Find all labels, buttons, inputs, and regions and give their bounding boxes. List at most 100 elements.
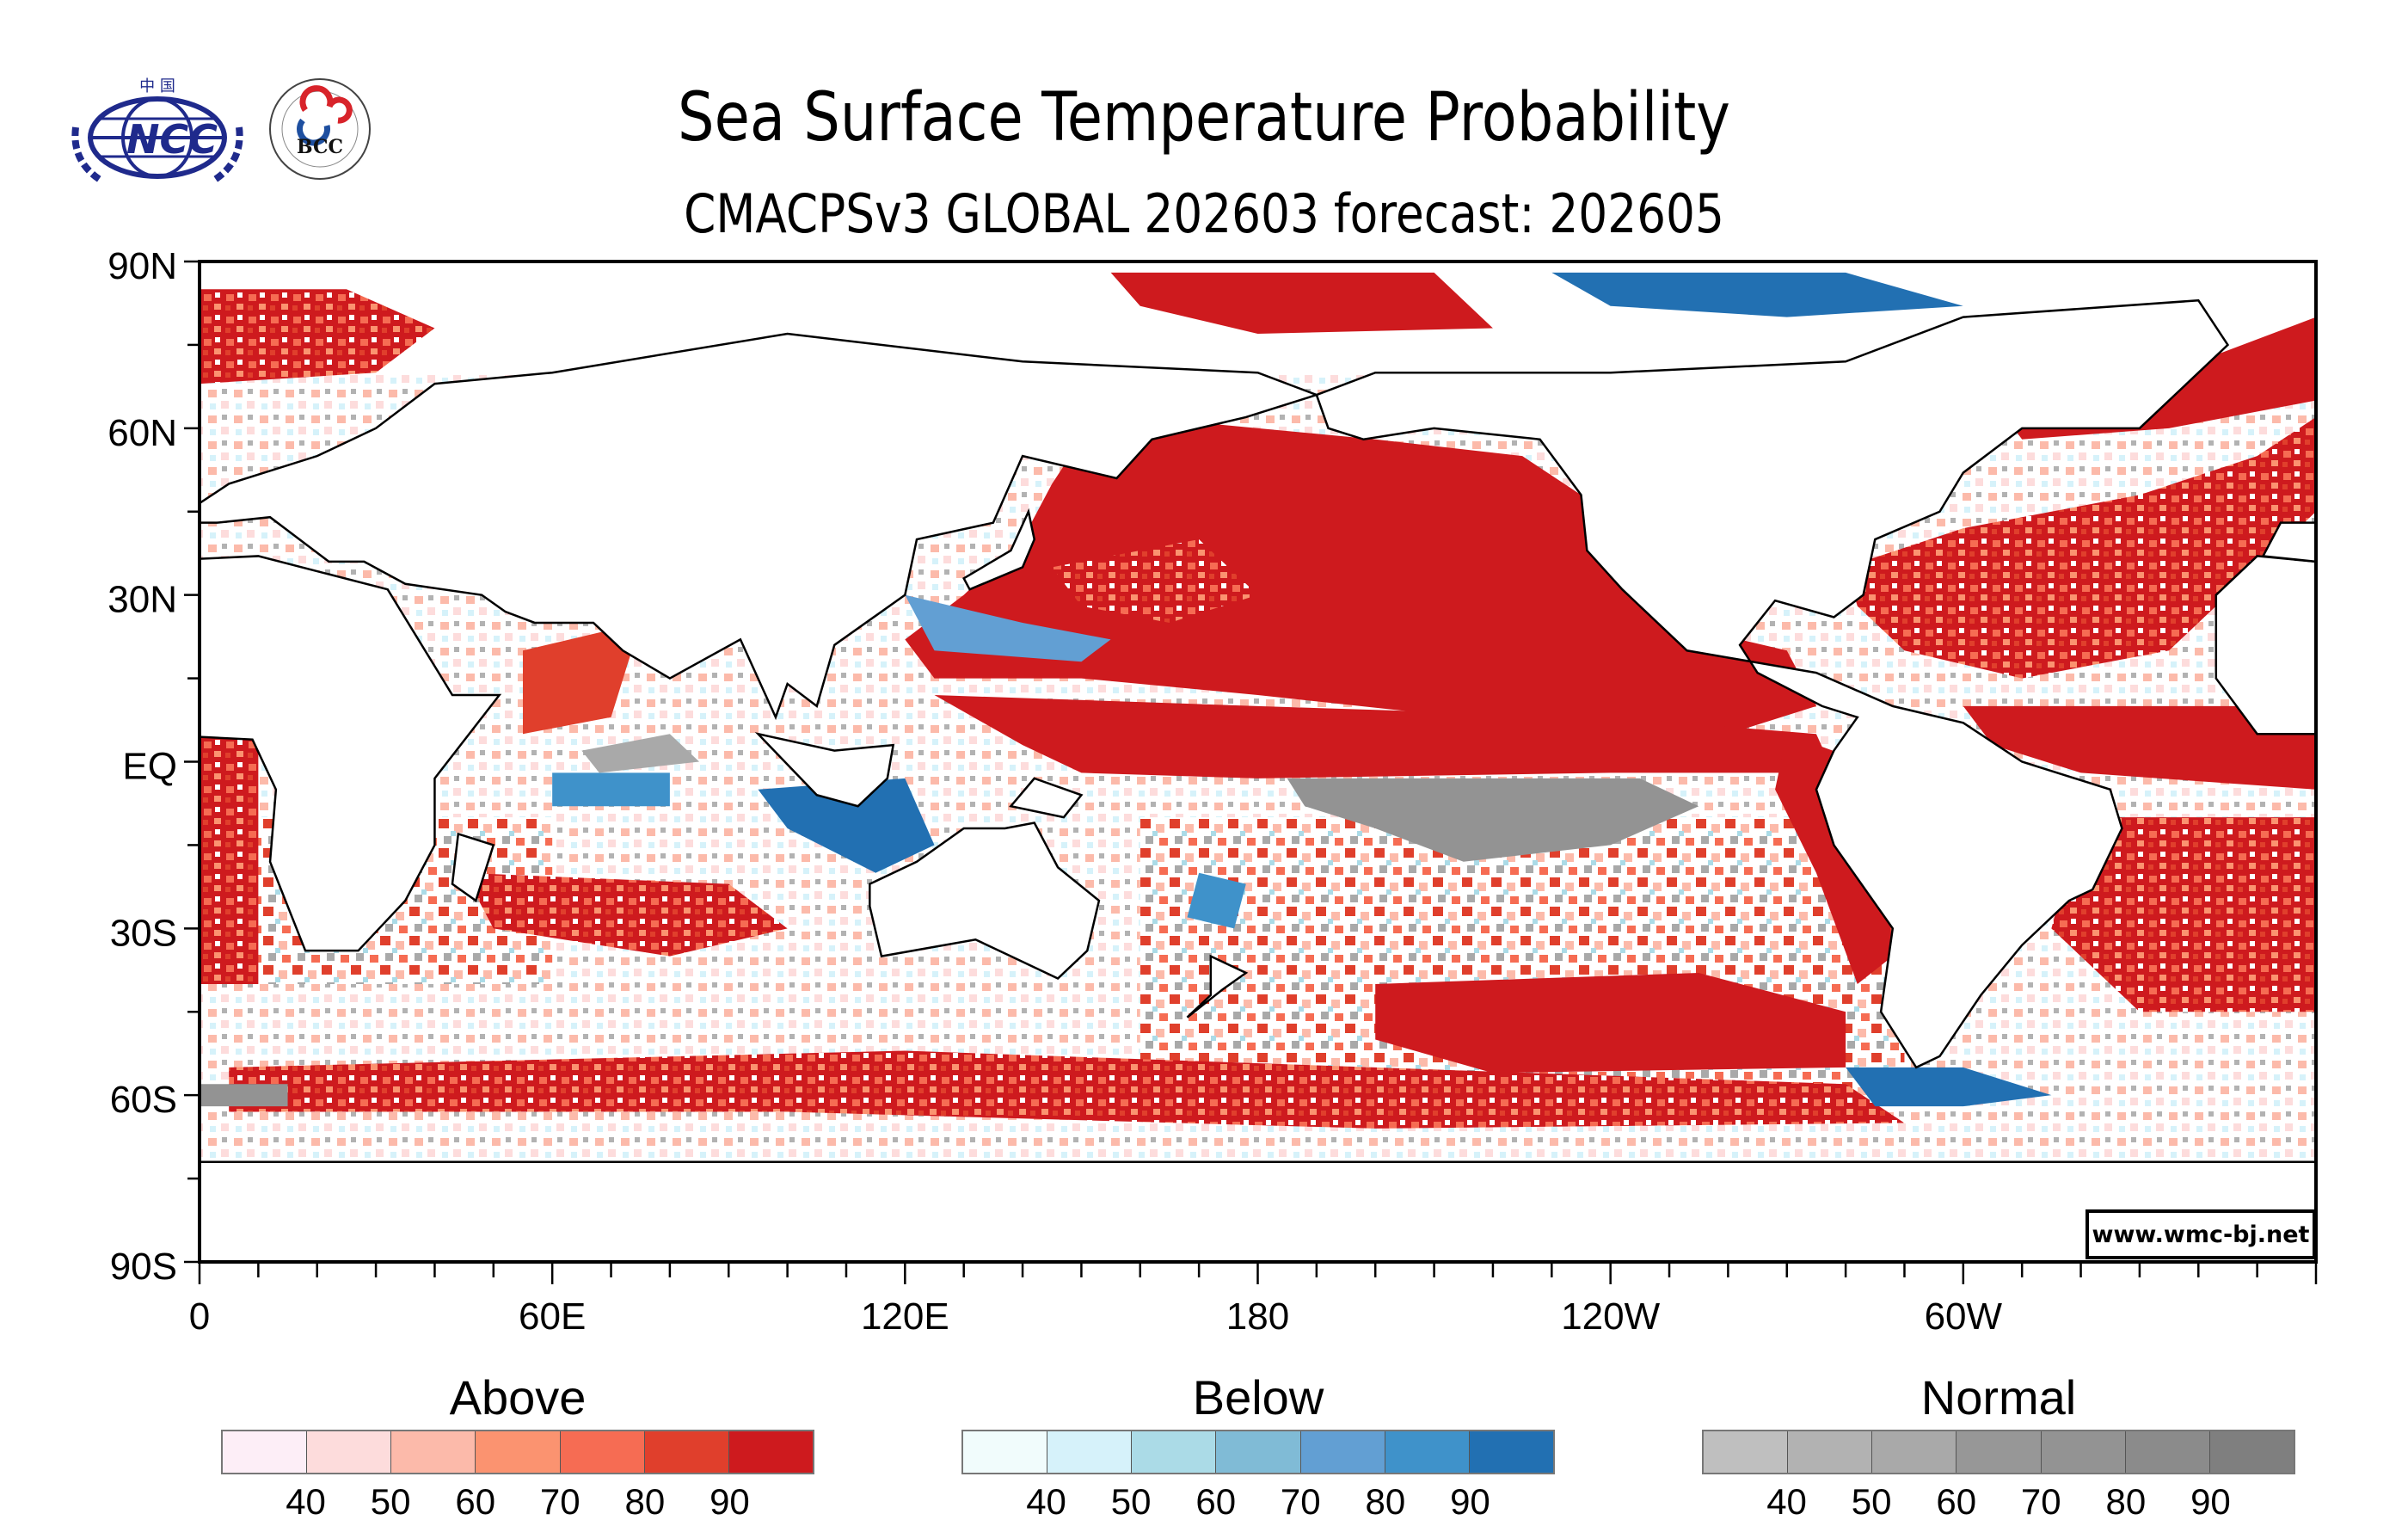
lat-label: 90S bbox=[110, 1246, 177, 1288]
legend-ticks-above: 40 50 60 70 80 90 bbox=[221, 1481, 814, 1524]
legend-tick-label: 80 bbox=[1365, 1481, 1406, 1522]
legend-swatch bbox=[644, 1431, 729, 1473]
lon-label: 0 bbox=[189, 1295, 210, 1338]
field-indian-below bbox=[552, 772, 670, 807]
legend-swatch bbox=[1704, 1431, 1789, 1473]
field-arctic-above bbox=[1110, 272, 1493, 334]
legend-swatch bbox=[307, 1431, 392, 1473]
legend-tick-label: 60 bbox=[455, 1481, 496, 1522]
coast-antarctica bbox=[200, 1160, 2316, 1262]
coast-australia bbox=[869, 821, 1101, 980]
legend-tick-label: 60 bbox=[1936, 1481, 1977, 1522]
lon-label: 60E bbox=[519, 1295, 586, 1338]
legend-tick-label: 60 bbox=[1195, 1481, 1237, 1522]
legend-title-normal: Normal bbox=[1920, 1370, 2077, 1424]
bcc-logo-text: BCC bbox=[297, 136, 343, 158]
legend-swatch bbox=[1872, 1431, 1957, 1473]
watermark-label: www.wmc-bj.net bbox=[2086, 1209, 2316, 1259]
ncc-logo-text: NCC bbox=[126, 116, 218, 163]
field-west-pacific-below bbox=[905, 594, 1111, 662]
bcc-logo: BCC bbox=[269, 78, 371, 180]
legend-tick-label: 50 bbox=[370, 1481, 411, 1522]
lon-label: 60W bbox=[1925, 1295, 2003, 1338]
legend-swatch bbox=[1956, 1431, 2042, 1473]
legend-tick-label: 40 bbox=[286, 1481, 326, 1522]
field-norwegian-sea-above bbox=[200, 289, 435, 385]
ncc-logo-top-text: 中 国 bbox=[139, 77, 175, 95]
legend-colorbar-below bbox=[961, 1430, 1555, 1474]
legend-swatch bbox=[1216, 1431, 1301, 1473]
lon-label: 120E bbox=[861, 1295, 949, 1338]
legend-swatch bbox=[1788, 1431, 1873, 1473]
coast-new-zealand bbox=[1186, 954, 1249, 1018]
legend-colorbar-normal bbox=[1702, 1430, 2295, 1474]
legend-tick-label: 90 bbox=[710, 1481, 750, 1522]
legend-swatch bbox=[2125, 1431, 2210, 1473]
legend-swatch bbox=[1300, 1431, 1385, 1473]
coast-eurasia bbox=[200, 332, 1320, 721]
field-southern-ocean-above bbox=[229, 1050, 1905, 1129]
legend-tick-label: 70 bbox=[2020, 1481, 2061, 1522]
legend-title-below: Below bbox=[1192, 1370, 1324, 1424]
chart-subtitle: CMACPSv3 GLOBAL 202603 forecast: 202605 bbox=[684, 182, 1724, 245]
legend-swatch bbox=[2209, 1431, 2294, 1473]
legend-swatch bbox=[1132, 1431, 1217, 1473]
field-tropical-atlantic-above bbox=[1963, 705, 2316, 790]
legend-swatch bbox=[1385, 1431, 1470, 1473]
legend-swatch bbox=[476, 1431, 561, 1473]
field-equatorial-pacific-above bbox=[934, 694, 1834, 778]
field-maritime-below bbox=[758, 778, 935, 873]
legend-tick-label: 40 bbox=[1026, 1481, 1066, 1522]
legend-ticks-below: 40 50 60 70 80 90 bbox=[961, 1481, 1555, 1524]
coast-indonesia bbox=[754, 732, 895, 808]
field-drake-below bbox=[1846, 1067, 2052, 1107]
legend-swatch bbox=[1469, 1431, 1553, 1473]
legend-swatch bbox=[391, 1431, 476, 1473]
chart-title: Sea Surface Temperature Probability bbox=[678, 79, 1730, 157]
latitude-labels: 90N 60N 30N EQ 30S 60S 90S bbox=[108, 245, 177, 1288]
field-arctic-below bbox=[1551, 272, 1963, 317]
legend-swatch bbox=[560, 1431, 645, 1473]
lat-label: EQ bbox=[122, 746, 177, 788]
coastlines bbox=[200, 298, 2316, 1262]
field-east-pacific-normal bbox=[1287, 778, 1699, 862]
coast-iberia bbox=[2261, 521, 2316, 563]
legend-tick-label: 50 bbox=[1110, 1481, 1152, 1522]
lat-label: 30N bbox=[108, 579, 177, 621]
coast-japan bbox=[962, 508, 1036, 591]
field-north-pacific-above bbox=[905, 416, 1816, 735]
legend-swatch bbox=[1047, 1431, 1133, 1473]
legend-title-above: Above bbox=[449, 1370, 587, 1424]
field-north-atlantic-above bbox=[1846, 416, 2316, 679]
lon-label: 180 bbox=[1226, 1295, 1289, 1338]
legend-ticks-normal: 40 50 60 70 80 90 bbox=[1702, 1481, 2295, 1524]
legend-swatch bbox=[963, 1431, 1048, 1473]
field-south-atlantic-above bbox=[2051, 817, 2316, 1012]
legend-tick-label: 50 bbox=[1851, 1481, 1892, 1522]
lat-label: 60N bbox=[108, 412, 177, 454]
field-indian-normal bbox=[581, 734, 700, 773]
coast-new-guinea bbox=[1009, 777, 1084, 819]
field-kuroshio bbox=[1052, 539, 1258, 623]
legend-tick-label: 90 bbox=[2190, 1481, 2231, 1522]
legend-tick-label: 70 bbox=[1280, 1481, 1321, 1522]
legend-swatch bbox=[223, 1431, 308, 1473]
coast-africa-west bbox=[2214, 555, 2316, 735]
lat-label: 60S bbox=[110, 1079, 177, 1121]
legend-swatch bbox=[2041, 1431, 2126, 1473]
field-arabian-sea-above bbox=[522, 622, 641, 735]
legend-tick-label: 70 bbox=[539, 1481, 580, 1522]
lat-label: 30S bbox=[110, 912, 177, 954]
field-se-pacific-above bbox=[1375, 973, 1846, 1074]
legend-colorbar-above bbox=[221, 1430, 814, 1474]
field-gulf-guinea-above bbox=[200, 705, 259, 984]
field-tasman-below bbox=[1187, 872, 1246, 929]
axis-ticks bbox=[184, 260, 2318, 1284]
coast-africa bbox=[200, 555, 502, 952]
field-south-indian-above bbox=[464, 872, 788, 957]
field-southern-normal bbox=[200, 1084, 288, 1107]
coast-americas bbox=[1315, 298, 2230, 1069]
longitude-labels: 0 60E 120E 180 120W 60W bbox=[189, 1295, 2003, 1338]
coast-madagascar bbox=[451, 832, 495, 903]
